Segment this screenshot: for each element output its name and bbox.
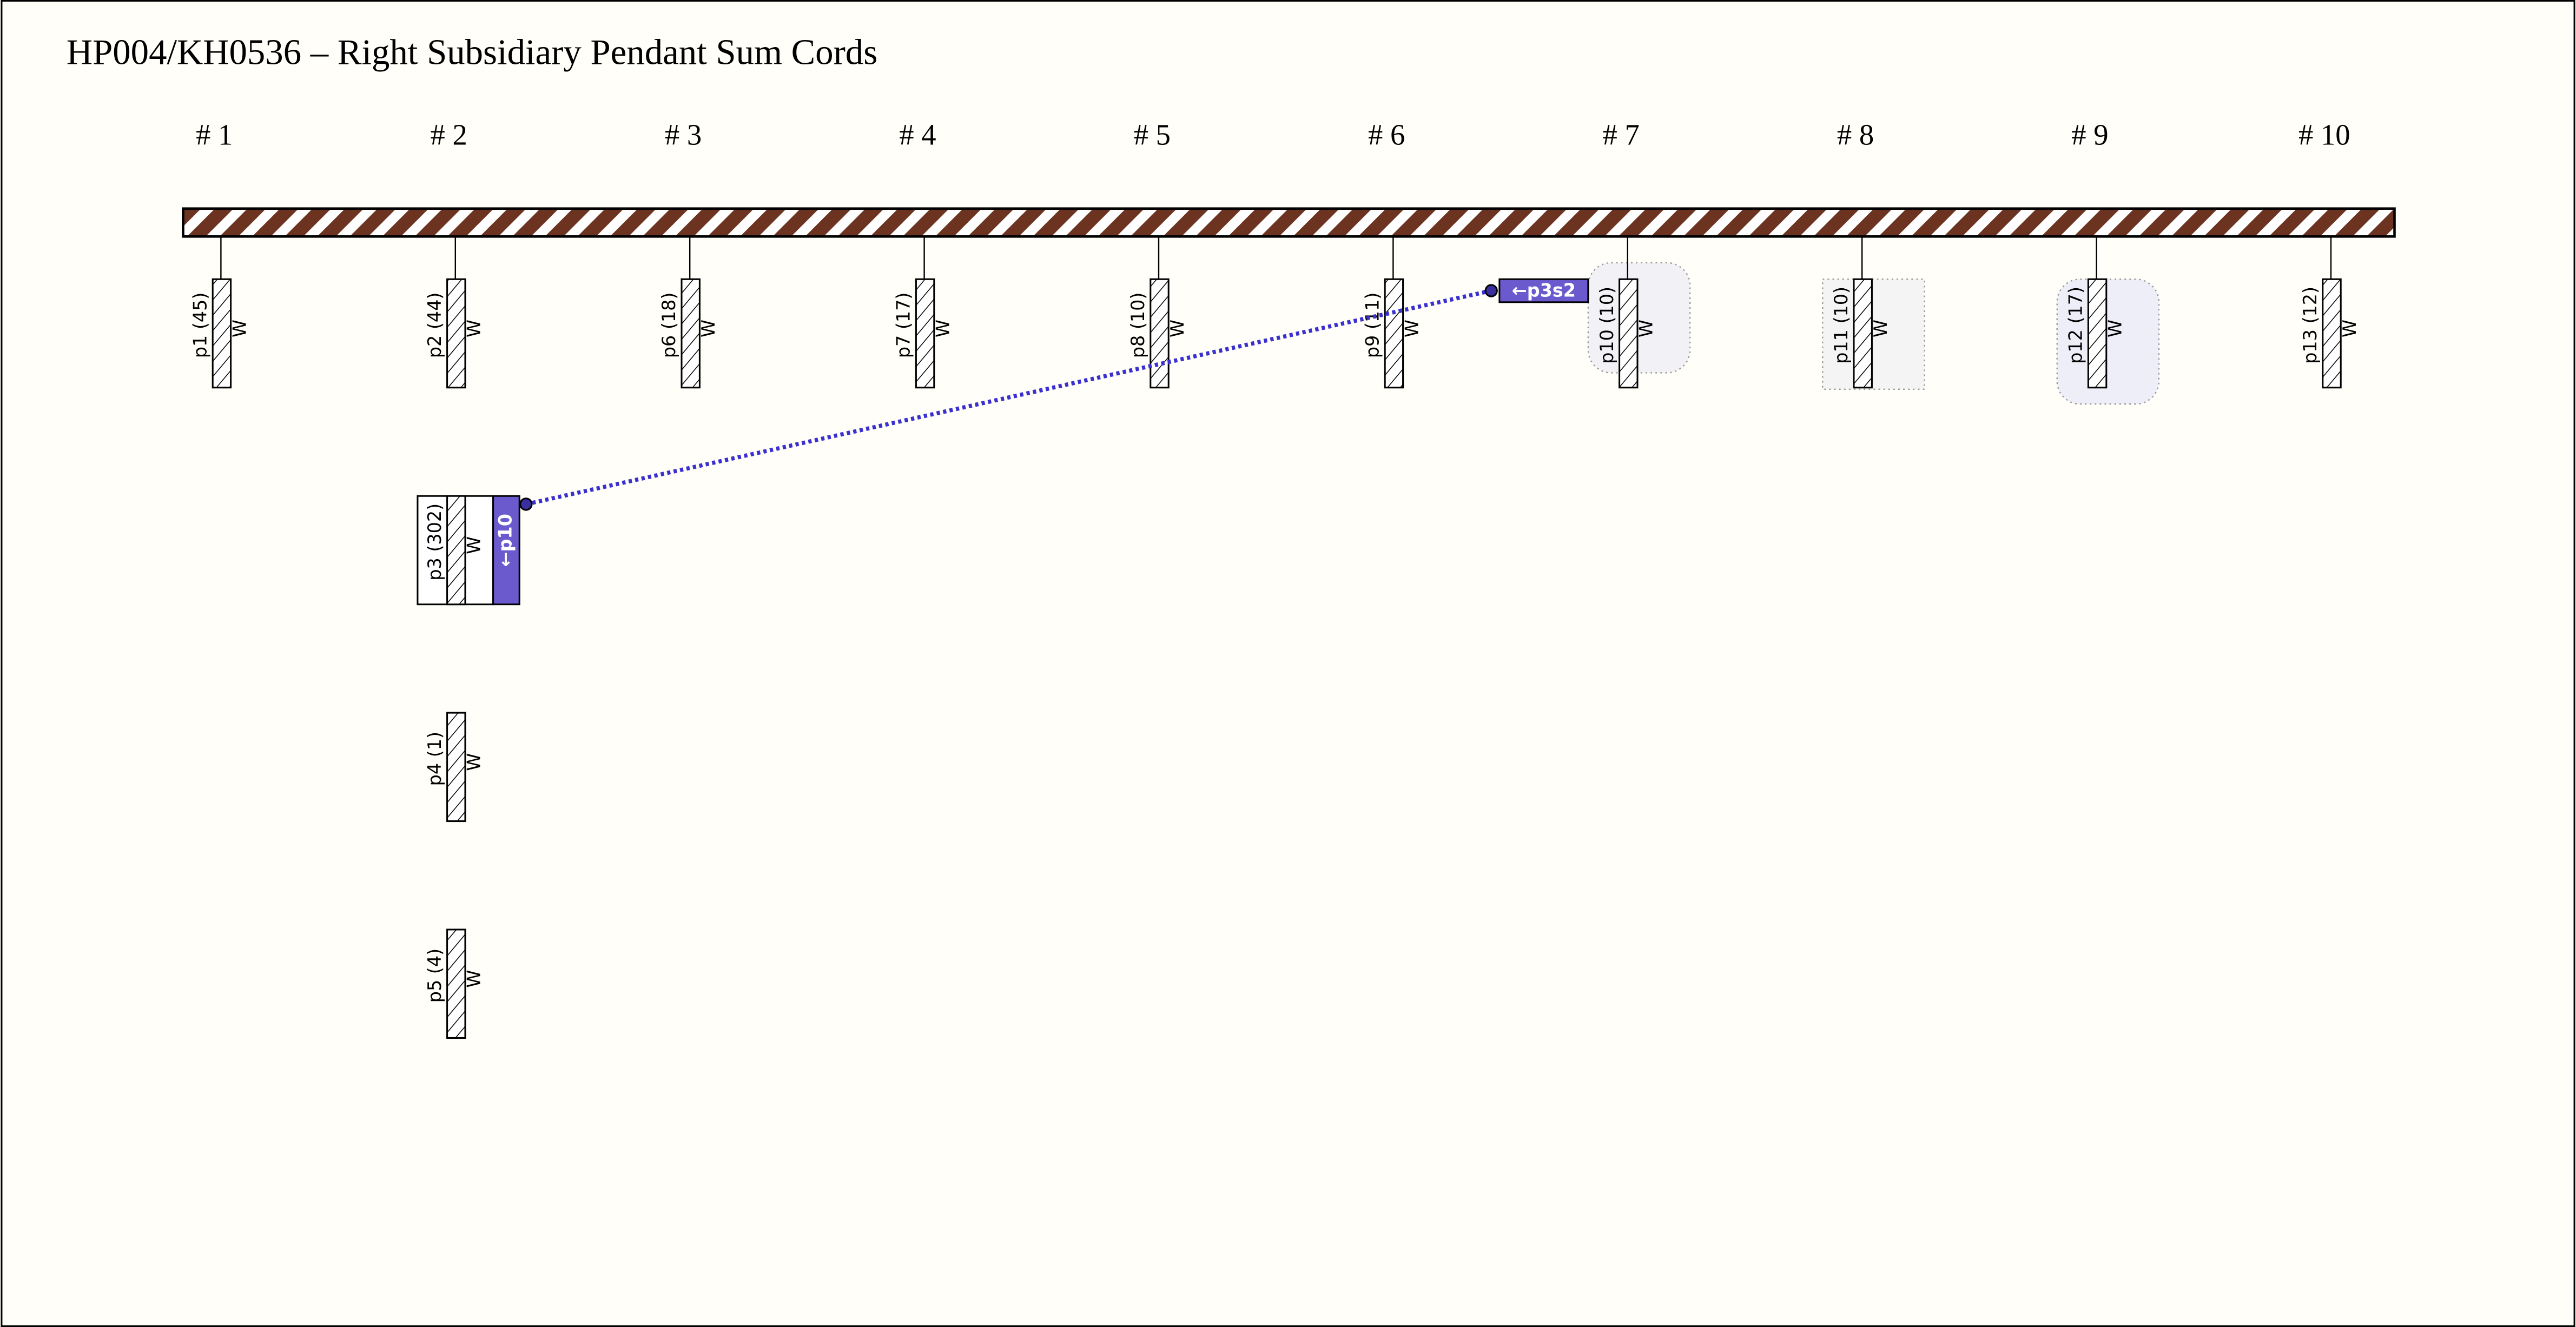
pendant-cord: p12 (17) W xyxy=(2065,236,2126,389)
highlight-box xyxy=(1587,262,1691,374)
pendant-cord: p9 (11) W xyxy=(1362,236,1422,389)
cord-color: W xyxy=(2105,320,2126,337)
pendant-cord: p7 (17) W xyxy=(893,236,954,389)
cord-label: p1 (45) xyxy=(189,293,210,359)
column-label: # 4 xyxy=(899,118,936,151)
cord xyxy=(446,495,466,606)
cord-color: W xyxy=(2339,320,2360,337)
pendant-cord: p4 (1) W xyxy=(424,712,485,822)
cord-color: W xyxy=(464,970,485,988)
highlight-box xyxy=(2056,278,2160,405)
cord xyxy=(915,278,935,389)
cord xyxy=(1150,278,1170,389)
pendant-cord: p6 (18) W xyxy=(658,236,719,389)
cord xyxy=(1619,278,1639,389)
link-dot xyxy=(519,497,533,511)
pendant-cord: p13 (12) W xyxy=(2300,236,2360,389)
pendant-cord: p2 (44) W xyxy=(424,236,485,389)
highlight-box xyxy=(1822,278,1925,390)
cord-color: W xyxy=(464,753,485,771)
link-box xyxy=(492,495,520,606)
cord xyxy=(2087,278,2108,389)
cord-color: W xyxy=(1870,320,1891,337)
cord xyxy=(446,712,466,822)
link-box xyxy=(1498,278,1589,303)
cord xyxy=(1853,278,1873,389)
pendant-cord: p5 (4) W xyxy=(424,928,485,1039)
column-label: # 10 xyxy=(2298,118,2350,151)
column-label: # 2 xyxy=(430,118,467,151)
cord-label: p4 (1) xyxy=(424,732,445,786)
cord-color: W xyxy=(1401,320,1422,337)
column-label: # 5 xyxy=(1134,118,1171,151)
pendant-cord: p8 (10) W xyxy=(1127,236,1188,389)
cord-color: W xyxy=(464,536,485,554)
cord-label: p11 (10) xyxy=(1831,287,1852,364)
primary-cord xyxy=(182,207,2396,238)
column-label: # 6 xyxy=(1368,118,1405,151)
cord-label: p8 (10) xyxy=(1127,293,1148,359)
cord-label: p5 (4) xyxy=(424,948,445,1003)
cord-label: p2 (44) xyxy=(424,293,445,359)
cord xyxy=(681,278,701,389)
column-label: # 7 xyxy=(1602,118,1639,151)
cord xyxy=(446,278,466,389)
cord xyxy=(2322,278,2342,389)
cord-label: p9 (11) xyxy=(1362,293,1383,359)
column-label: # 1 xyxy=(196,118,233,151)
cord-color: W xyxy=(229,320,250,337)
cord xyxy=(212,278,232,389)
link-dot xyxy=(1484,284,1498,297)
cord-label: p7 (17) xyxy=(893,293,914,359)
link-label: ←p3s2 xyxy=(1512,280,1576,301)
cord-label: p13 (12) xyxy=(2300,287,2321,364)
cord-color: W xyxy=(698,320,719,337)
column-label: # 9 xyxy=(2071,118,2108,151)
cord-color: W xyxy=(1167,320,1188,337)
title: HP004/KH0536 – Right Subsidiary Pendant … xyxy=(67,32,877,72)
pendant-cord: p1 (45) W xyxy=(189,236,250,389)
cord-color: W xyxy=(933,320,954,337)
cord xyxy=(1384,278,1404,389)
pendant-cord: p3 (302) W ←p10 xyxy=(417,495,520,606)
cord-label: p6 (18) xyxy=(658,293,679,359)
cord-label: p3 (302) xyxy=(424,503,445,581)
cord xyxy=(446,928,466,1039)
cord-label: p10 (10) xyxy=(1596,287,1617,364)
pendant-cord: p10 (10) W ←p3s2 xyxy=(1498,236,1657,389)
column-label: # 8 xyxy=(1837,118,1874,151)
cord-color: W xyxy=(464,320,485,337)
column-label: # 3 xyxy=(665,118,702,151)
cord-color: W xyxy=(1636,320,1657,337)
link-label: ←p10 xyxy=(494,514,516,567)
pendant-cord: p11 (10) W xyxy=(1831,236,1891,389)
cord-label: p12 (17) xyxy=(2065,287,2086,364)
link-line xyxy=(525,288,1492,507)
